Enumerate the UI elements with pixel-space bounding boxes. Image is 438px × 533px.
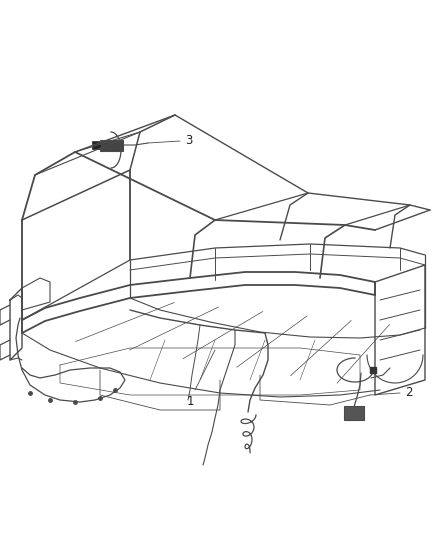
FancyBboxPatch shape [99,140,123,150]
FancyBboxPatch shape [344,406,364,420]
Text: 3: 3 [185,134,192,148]
Bar [92,141,101,149]
Text: 2: 2 [405,386,413,400]
Text: 1: 1 [186,395,194,408]
